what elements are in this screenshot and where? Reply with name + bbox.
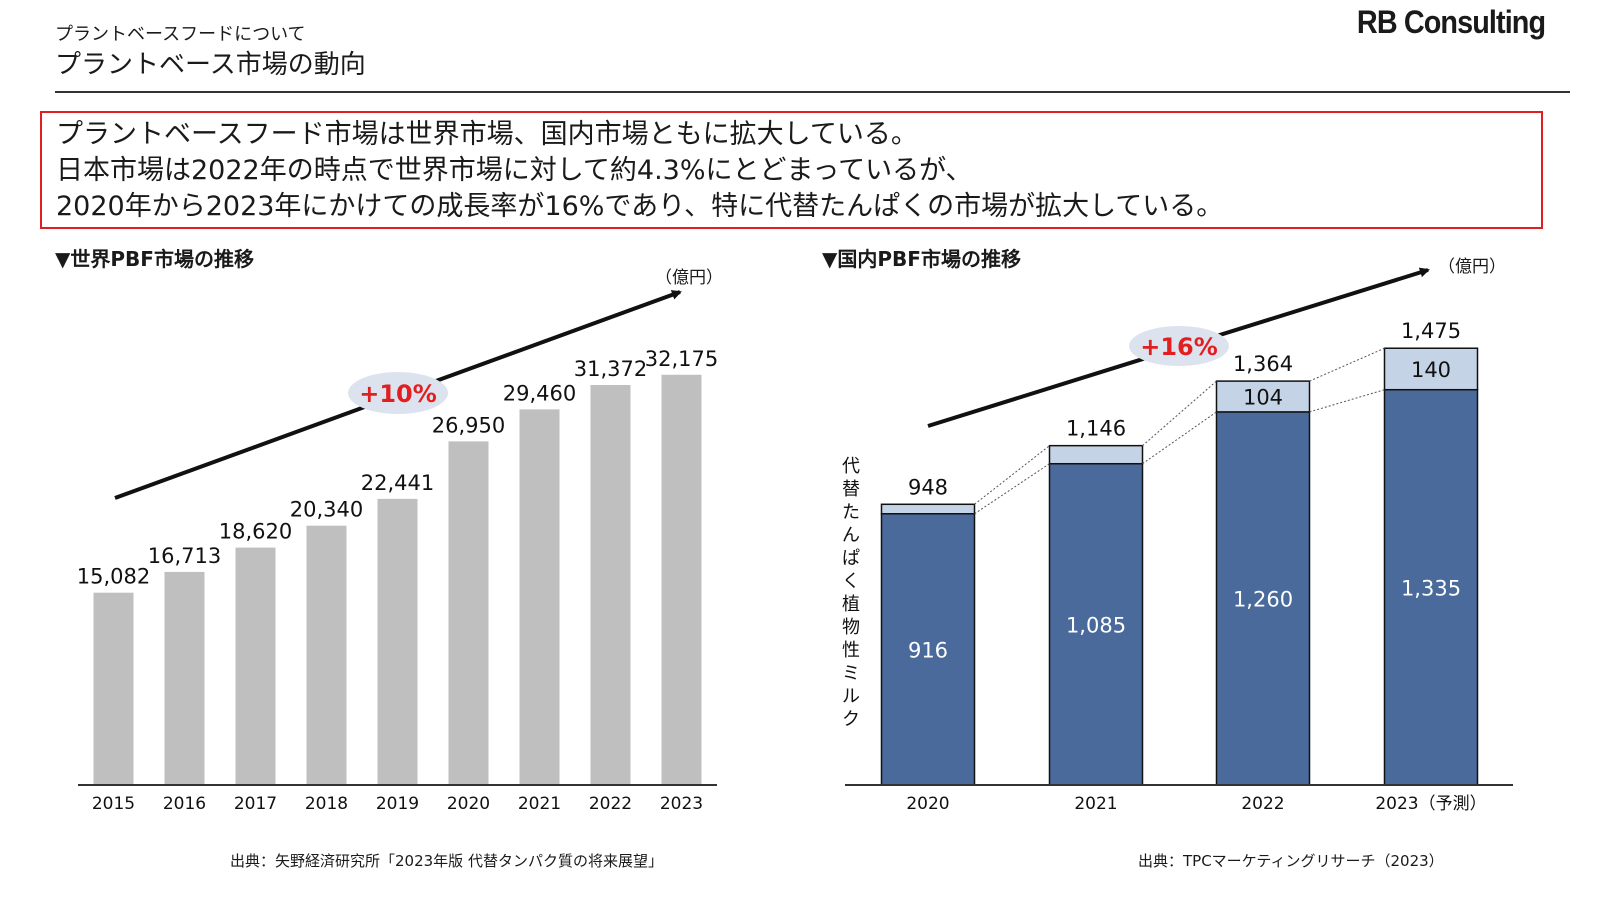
connector-line (974, 463, 1050, 515)
bar-segment-alt-protein (1383, 347, 1479, 391)
data-label: 16,713 (148, 544, 221, 568)
growth-bubble (1129, 326, 1229, 366)
total-label: 1,364 (1233, 352, 1293, 376)
page-title: プラントベース市場の動向 (55, 50, 366, 80)
side-label-alt-protein: 代 (842, 456, 860, 477)
x-tick-label: 2019 (376, 794, 419, 814)
side-label-alt-protein: く (842, 571, 860, 592)
connector-line (1142, 380, 1217, 447)
x-tick-label: 2022 (589, 794, 632, 814)
section-subtitle: プラントベースフードについて (55, 24, 306, 45)
summary-line: プラントベースフード市場は世界市場、国内市場ともに拡大している。 (56, 119, 918, 150)
domestic-chart-unit: （億円） (1438, 257, 1506, 277)
total-label: 1,146 (1066, 417, 1126, 441)
segment-label-alt-protein: 140 (1411, 358, 1451, 382)
x-tick-label: 2023（予測） (1375, 794, 1486, 814)
global-chart-source: 出典：矢野経済研究所「2023年版 代替タンパク質の将来展望」 (230, 852, 663, 870)
x-tick-label: 2015 (92, 794, 135, 814)
bar (235, 547, 276, 785)
bar-segment-alt-protein (880, 503, 976, 515)
bar (519, 409, 560, 785)
side-label-alt-protein: 替 (842, 479, 860, 500)
bar-segment-plant-milk (1383, 388, 1479, 786)
domestic-chart-source: 出典：TPCマーケティングリサーチ（2023） (1138, 852, 1444, 870)
x-tick-label: 2021 (1074, 794, 1117, 814)
connector-line (974, 445, 1050, 505)
segment-label-alt-protein: 104 (1243, 386, 1283, 410)
connector-line (1309, 389, 1385, 413)
data-label: 32,175 (645, 347, 718, 371)
company-logo: RB Consulting (1356, 4, 1546, 40)
summary-line: 日本市場は2022年の時点で世界市場に対して約4.3%にとどまっているが、 (56, 155, 973, 186)
bar (448, 441, 489, 785)
bar (590, 385, 631, 785)
data-label: 22,441 (361, 471, 434, 495)
side-label-alt-protein: ん (842, 525, 860, 546)
bar (661, 374, 702, 785)
segment-label-plant-milk: 1,335 (1401, 576, 1461, 600)
x-tick-label: 2023 (660, 794, 703, 814)
bar-segment-plant-milk (880, 513, 976, 786)
data-label: 20,340 (290, 498, 363, 522)
total-label: 948 (908, 475, 948, 499)
bar (93, 592, 134, 785)
side-label-plant-milk: ル (842, 686, 860, 707)
side-label-plant-milk: ミ (842, 663, 860, 684)
bar-segment-plant-milk (1048, 462, 1144, 786)
data-label: 18,620 (219, 520, 292, 544)
global-chart-unit: （億円） (655, 268, 723, 288)
segment-label-plant-milk: 1,260 (1233, 587, 1293, 611)
global-chart-title: ▼世界PBF市場の推移 (55, 247, 254, 271)
segment-label-plant-milk: 1,085 (1066, 613, 1126, 637)
growth-bubble (348, 372, 448, 414)
x-tick-label: 2022 (1241, 794, 1284, 814)
domestic-stacked-bar-chart: 916 948 2020 1,085 1,146 2021 1,260 104 1,364 202… (842, 267, 1513, 814)
domestic-chart-title: ▼国内PBF市場の推移 (822, 247, 1021, 271)
growth-label: +16% (1140, 333, 1218, 361)
side-label-alt-protein: た (842, 502, 860, 523)
side-label-plant-milk: ク (842, 709, 860, 730)
summary-line: 2020年から2023年にかけての成長率が16%であり、特に代替たんぱくの市場が… (56, 191, 1224, 222)
x-tick-label: 2016 (163, 794, 206, 814)
bar (306, 525, 347, 785)
x-tick-label: 2020 (906, 794, 949, 814)
side-label-plant-milk: 性 (842, 640, 860, 661)
side-label-plant-milk: 植 (842, 594, 860, 615)
x-tick-label: 2020 (447, 794, 490, 814)
bar (164, 571, 205, 785)
data-label: 31,372 (574, 357, 647, 381)
segment-label-plant-milk: 916 (908, 638, 948, 662)
growth-label: +10% (359, 380, 437, 408)
x-tick-label: 2018 (305, 794, 348, 814)
connector-line (1309, 347, 1385, 382)
bar-segment-plant-milk (1215, 411, 1311, 786)
side-label-alt-protein: ぱ (842, 548, 860, 569)
data-label: 29,460 (503, 381, 576, 405)
side-label-plant-milk: 物 (842, 617, 860, 638)
x-tick-label: 2017 (234, 794, 277, 814)
bar (377, 498, 418, 785)
bar-segment-alt-protein (1048, 444, 1144, 465)
x-tick-label: 2021 (518, 794, 561, 814)
data-label: 15,082 (77, 565, 150, 589)
global-bar-chart: 15,082 2015 16,713 2016 18,620 2017 20,340 2018… (77, 290, 718, 814)
bar-segment-alt-protein (1215, 380, 1311, 413)
data-label: 26,950 (432, 413, 505, 437)
total-label: 1,475 (1401, 319, 1461, 343)
connector-line (1142, 411, 1217, 465)
summary-box: プラントベースフード市場は世界市場、国内市場ともに拡大している。 日本市場は20… (40, 111, 1543, 229)
header-divider (55, 91, 1570, 93)
